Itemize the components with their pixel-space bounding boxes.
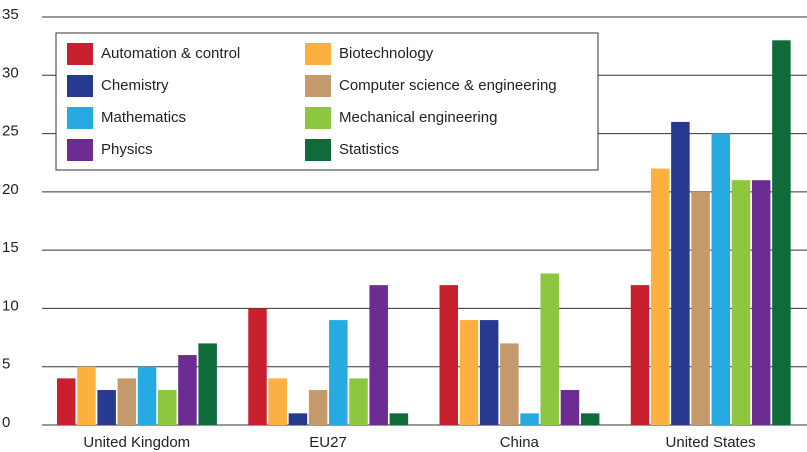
legend-label: Biotechnology: [339, 45, 434, 62]
bar: [137, 366, 157, 425]
bar: [349, 378, 368, 425]
legend-label: Chemistry: [101, 77, 169, 94]
legend-swatch: [305, 107, 331, 129]
x-tick-label: China: [500, 434, 540, 451]
y-tick-label: 30: [2, 64, 19, 81]
y-tick-label: 35: [2, 6, 19, 23]
bar: [691, 191, 710, 425]
bar: [198, 343, 217, 425]
y-tick-label: 0: [2, 414, 10, 431]
bar: [580, 413, 600, 425]
bar: [308, 390, 328, 425]
bar: [479, 320, 499, 425]
legend-label: Statistics: [339, 141, 399, 158]
bar: [158, 390, 177, 425]
bar: [288, 413, 308, 425]
bar: [268, 378, 287, 425]
bar: [520, 413, 539, 425]
legend-swatch: [67, 75, 93, 97]
legend-swatch: [305, 43, 331, 65]
bar: [329, 320, 348, 425]
bar: [630, 285, 650, 425]
x-tick-label: United States: [666, 434, 756, 451]
x-tick-label: United Kingdom: [83, 434, 190, 451]
bar: [650, 168, 670, 426]
bar: [97, 390, 116, 425]
bar: [671, 121, 690, 426]
y-tick-label: 25: [2, 123, 19, 140]
legend-label: Mathematics: [101, 109, 186, 126]
bar: [439, 285, 458, 425]
legend-swatch: [67, 107, 93, 129]
bar: [500, 343, 519, 425]
y-tick-label: 10: [2, 297, 19, 314]
legend-label: Mechanical engineering: [339, 109, 497, 126]
bar: [459, 320, 479, 425]
legend-label: Automation & control: [101, 45, 240, 62]
x-tick-label: EU27: [309, 434, 347, 451]
bar: [117, 378, 137, 425]
legend-label: Computer science & engineering: [339, 77, 557, 94]
bar: [540, 273, 559, 425]
legend-label: Physics: [101, 141, 153, 158]
bar: [57, 378, 76, 425]
y-tick-label: 5: [2, 356, 10, 373]
legend-swatch: [305, 75, 331, 97]
bar: [178, 355, 197, 425]
bar: [711, 133, 731, 426]
bar: [389, 413, 409, 425]
bar: [731, 180, 751, 425]
legend-swatch: [67, 139, 93, 161]
bar: [369, 285, 388, 425]
bar: [77, 366, 96, 425]
bar: [560, 390, 580, 425]
bar: [772, 40, 791, 426]
y-tick-label: 15: [2, 239, 19, 256]
y-tick-label: 20: [2, 181, 19, 198]
bar: [751, 180, 771, 425]
legend-swatch: [305, 139, 331, 161]
legend-swatch: [67, 43, 93, 65]
bar: [248, 308, 267, 425]
